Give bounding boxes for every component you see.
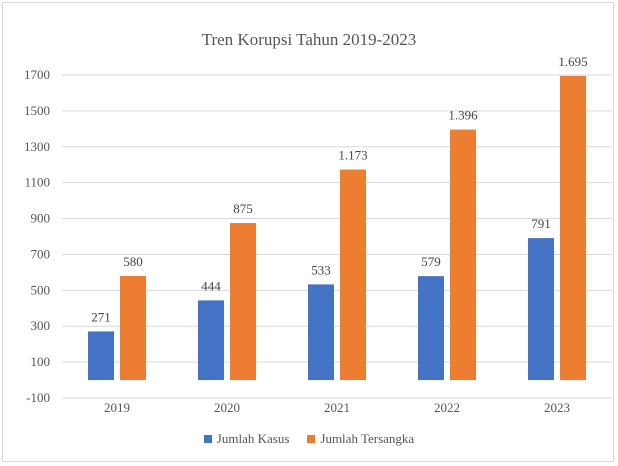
x-tick-label: 2022: [434, 400, 460, 415]
y-tick-label: 1500: [24, 103, 50, 118]
x-tick-label: 2021: [324, 400, 350, 415]
y-tick-label: 1700: [24, 67, 50, 82]
legend-label-kasus: Jumlah Kasus: [216, 431, 290, 446]
legend-label-tersangka: Jumlah Tersangka: [320, 431, 415, 446]
data-label-kasus-2023: 791: [531, 216, 551, 231]
legend-swatch-kasus: [203, 435, 212, 443]
bar-tersangka-2022: [450, 129, 476, 381]
legend-item-tersangka: Jumlah Tersangka: [307, 431, 414, 447]
data-label-kasus-2019: 271: [91, 309, 111, 324]
y-tick-label: 300: [31, 318, 51, 333]
data-label-kasus-2021: 533: [311, 262, 331, 277]
y-tick-label: 1100: [24, 175, 50, 190]
x-tick-label: 2019: [104, 400, 130, 415]
bar-tersangka-2021: [340, 169, 366, 381]
bar-kasus-2021: [308, 284, 334, 381]
data-label-tersangka-2021: 1.173: [338, 148, 367, 163]
data-label-tersangka-2020: 875: [233, 201, 253, 216]
y-tick-label: 100: [31, 354, 51, 369]
data-label-tersangka-2019: 580: [123, 254, 143, 269]
bar-kasus-2020: [198, 300, 224, 381]
data-label-kasus-2022: 579: [421, 254, 441, 269]
y-tick-label: -100: [26, 390, 50, 405]
chart-frame: [2, 2, 614, 462]
x-tick-label: 2020: [214, 400, 240, 415]
bar-kasus-2023: [528, 238, 554, 381]
legend-swatch-tersangka: [307, 435, 316, 443]
y-tick-label: 1300: [24, 139, 50, 154]
bar-kasus-2019: [88, 331, 114, 381]
bar-kasus-2022: [418, 276, 444, 381]
chart-title: Tren Korupsi Tahun 2019-2023: [201, 30, 417, 49]
bar-tersangka-2019: [120, 275, 146, 381]
bar-tersangka-2020: [230, 223, 256, 381]
data-label-kasus-2020: 444: [201, 278, 221, 293]
data-label-tersangka-2022: 1.396: [448, 108, 478, 123]
bar-tersangka-2023: [560, 75, 586, 381]
y-tick-label: 900: [31, 211, 51, 226]
y-tick-label: 700: [31, 246, 51, 261]
y-tick-label: 500: [31, 282, 51, 297]
legend: Jumlah Kasus Jumlah Tersangka: [0, 431, 618, 447]
x-tick-label: 2023: [544, 400, 570, 415]
data-label-tersangka-2023: 1.695: [558, 54, 587, 69]
legend-item-kasus: Jumlah Kasus: [203, 431, 290, 447]
